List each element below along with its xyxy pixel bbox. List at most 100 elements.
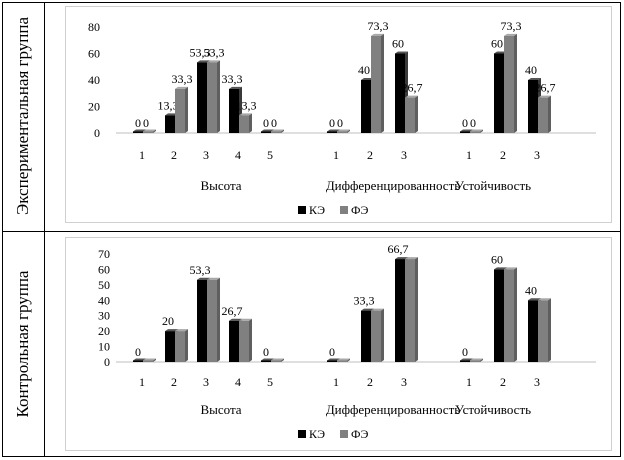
bar-top xyxy=(207,60,220,63)
bar-fe-1-2 xyxy=(175,331,185,362)
bar-side xyxy=(217,60,220,133)
bar-top xyxy=(229,86,242,89)
bar-top xyxy=(327,358,340,361)
group-label: Дифференцированность xyxy=(326,178,460,193)
data-label: 60 xyxy=(491,37,503,51)
y-tick-label: 40 xyxy=(88,73,100,87)
bar-fe-1-4 xyxy=(239,320,249,362)
chart-control: 0 10 20 30 40 50 60 70 1 0 2 20 3 53,3 4 26,7 5 0 Высота 1 0… xyxy=(65,237,612,451)
bar-side xyxy=(381,33,384,133)
chart-control-svg: 01020304050607010220353,3426,750Высота10… xyxy=(98,242,596,441)
category-label: 5 xyxy=(267,375,273,389)
data-label: 0 xyxy=(135,345,141,359)
bar-side xyxy=(281,358,284,362)
bar-ke-2-3 xyxy=(395,259,405,362)
bar-top xyxy=(229,318,242,321)
bar-top xyxy=(327,129,340,132)
data-label: 0 xyxy=(329,345,335,359)
bar-fe-2-1 xyxy=(337,131,347,133)
y-tick-label: 0 xyxy=(94,126,100,140)
bar-ke-1-5 xyxy=(261,131,271,133)
bar-ke-2-1 xyxy=(327,131,337,133)
bar-top xyxy=(197,277,210,280)
bar-fe-3-2 xyxy=(504,35,514,133)
group-label: Устойчивость xyxy=(455,402,531,417)
data-label: 0 xyxy=(263,345,269,359)
bar-ke-3-2 xyxy=(494,269,504,362)
bar-ke-3-1 xyxy=(460,360,470,362)
y-tick-label: 20 xyxy=(98,324,110,338)
bar-side xyxy=(185,329,188,362)
bar-top xyxy=(207,277,220,280)
bar-top xyxy=(361,308,374,311)
bar-top xyxy=(371,33,384,36)
bar-side xyxy=(381,308,384,362)
data-label: 0 xyxy=(337,116,343,130)
bar-fe-3-1 xyxy=(470,131,480,133)
category-label: 5 xyxy=(267,148,273,162)
y-tick-label: 60 xyxy=(88,47,100,61)
bar-top xyxy=(143,129,156,132)
bar-side xyxy=(480,129,483,133)
data-label: 40 xyxy=(525,283,537,297)
bar-top xyxy=(405,95,418,98)
data-label: 13,3 xyxy=(158,98,179,112)
bar-top xyxy=(460,129,473,132)
category-label: 1 xyxy=(333,148,339,162)
category-label: 2 xyxy=(367,148,373,162)
legend-swatch-ke xyxy=(298,430,306,438)
row-label-experimental: Экспериментальная группа xyxy=(13,16,32,216)
row-divider xyxy=(2,231,621,232)
bar-ke-3-2 xyxy=(494,53,504,133)
bar-top xyxy=(133,358,146,361)
data-label: 66,7 xyxy=(388,242,409,256)
group-label: Высота xyxy=(200,178,241,193)
bar-top xyxy=(337,358,350,361)
category-label: 1 xyxy=(466,375,472,389)
data-label: 26,7 xyxy=(535,81,556,95)
category-label: 3 xyxy=(401,375,407,389)
bar-top xyxy=(470,358,483,361)
category-label: 2 xyxy=(171,375,177,389)
y-tick-label: 70 xyxy=(98,247,110,261)
bar-side xyxy=(347,129,350,133)
data-label: 0 xyxy=(135,116,141,130)
data-label: 20 xyxy=(162,314,174,328)
chart-experimental: 0 20 40 60 80 1 0 0 2 13,3 33,3 3 53,3 53,3 4 33,3 13,3 5… xyxy=(65,6,612,223)
data-label: 0 xyxy=(263,116,269,130)
category-label: 3 xyxy=(401,148,407,162)
bar-top xyxy=(371,308,384,311)
bar-top xyxy=(504,33,517,36)
data-label: 73,3 xyxy=(501,19,522,33)
bar-top xyxy=(528,78,541,80)
category-label: 3 xyxy=(534,375,540,389)
bar-top xyxy=(470,129,483,132)
bar-side xyxy=(185,86,188,133)
bar-ke-2-1 xyxy=(327,360,337,362)
bar-top xyxy=(239,113,252,116)
group-label: Устойчивость xyxy=(455,178,531,193)
legend-swatch-fe xyxy=(340,430,348,438)
bar-fe-2-2 xyxy=(371,310,381,362)
bar-top xyxy=(494,51,507,54)
category-label: 1 xyxy=(333,375,339,389)
bar-top xyxy=(504,267,517,270)
bar-ke-1-1 xyxy=(133,360,143,362)
y-tick-label: 60 xyxy=(98,262,110,276)
data-label: 53,3 xyxy=(190,263,211,277)
bar-ke-3-1 xyxy=(460,131,470,133)
category-label: 2 xyxy=(171,148,177,162)
bar-top xyxy=(271,129,284,132)
bar-side xyxy=(548,298,551,362)
bar-fe-1-3 xyxy=(207,279,217,362)
bar-side xyxy=(514,267,517,362)
bar-side xyxy=(217,277,220,362)
bar-top xyxy=(528,298,541,301)
bar-top xyxy=(175,329,188,332)
data-label: 0 xyxy=(329,116,335,130)
bar-top xyxy=(271,358,284,361)
bar-side xyxy=(249,318,252,362)
bar-fe-1-5 xyxy=(271,131,281,133)
data-label: 26,7 xyxy=(402,81,423,95)
